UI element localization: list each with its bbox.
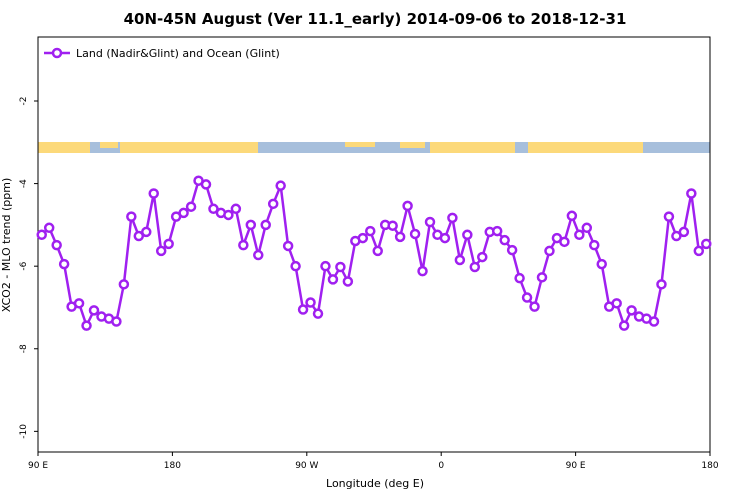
point [611, 298, 622, 309]
point [536, 272, 548, 283]
point [626, 305, 637, 316]
point [499, 234, 510, 246]
y-tick-label: -2 [19, 97, 29, 106]
point [439, 232, 451, 244]
y-axis-label: XCO2 - MLO trend (ppm) [0, 178, 13, 313]
point [155, 245, 167, 257]
point [402, 200, 413, 212]
y-tick-label: -4 [19, 179, 29, 188]
point [208, 203, 219, 215]
point [312, 308, 324, 319]
point [663, 211, 675, 222]
point [394, 231, 406, 243]
point [118, 279, 130, 290]
point [238, 239, 249, 251]
point [529, 301, 540, 312]
point [200, 179, 212, 190]
point [305, 297, 316, 308]
point [342, 276, 354, 287]
point [447, 212, 458, 224]
point [656, 279, 667, 290]
point [357, 232, 369, 244]
point [544, 245, 555, 257]
point [477, 251, 488, 263]
point [163, 238, 174, 250]
point [589, 239, 600, 251]
chart-title: 40N-45N August (Ver 11.1_early) 2014-09-… [124, 10, 627, 28]
point [320, 260, 331, 272]
point [133, 230, 145, 242]
point [566, 210, 578, 222]
land-ocean-band [38, 142, 710, 153]
point [58, 258, 70, 270]
point [686, 188, 697, 199]
point [491, 225, 503, 237]
point [521, 292, 533, 303]
point [596, 258, 607, 270]
point [185, 201, 197, 212]
point [574, 229, 585, 241]
point [260, 219, 271, 231]
point [648, 316, 660, 327]
point [111, 316, 122, 327]
point [469, 261, 481, 273]
point [417, 265, 428, 277]
point [88, 305, 100, 316]
point [51, 239, 62, 251]
point [223, 209, 234, 221]
point [671, 230, 682, 242]
point [678, 226, 690, 238]
point [559, 236, 570, 248]
point [297, 304, 309, 315]
legend-marker [51, 47, 63, 59]
point [73, 298, 85, 309]
point [372, 245, 383, 257]
point [126, 211, 137, 222]
point [454, 254, 466, 266]
x-tick-label: 90 E [28, 461, 48, 471]
point [141, 226, 152, 238]
point [409, 228, 421, 240]
x-tick-label: 90 E [566, 461, 586, 471]
point [245, 219, 257, 231]
legend-label: Land (Nadir&Glint) and Ocean (Glint) [76, 47, 280, 60]
y-tick-label: -10 [19, 424, 29, 439]
point [178, 207, 189, 219]
point [267, 198, 279, 210]
point [282, 240, 294, 252]
point [581, 222, 593, 234]
point [387, 220, 398, 231]
point [506, 244, 518, 256]
point [701, 238, 712, 250]
x-axis-label: Longitude (deg E) [326, 477, 424, 490]
point [290, 260, 301, 272]
point [36, 229, 47, 241]
point [618, 320, 630, 331]
point [365, 225, 376, 237]
point [514, 272, 525, 284]
point [230, 203, 242, 215]
point [335, 261, 346, 273]
point [424, 216, 436, 228]
point [148, 188, 159, 199]
point [43, 222, 55, 234]
point [275, 180, 286, 191]
y-tick-label: -8 [19, 344, 29, 353]
x-tick-label: 180 [164, 461, 181, 471]
point [327, 274, 339, 285]
point [253, 249, 264, 261]
legend: Land (Nadir&Glint) and Ocean (Glint) [44, 47, 280, 60]
y-tick-label: -6 [19, 261, 29, 270]
x-tick-label: 90 W [295, 461, 318, 471]
x-tick-label: 180 [701, 461, 718, 471]
x-tick-label: 0 [438, 461, 444, 471]
point [81, 320, 92, 331]
point [462, 229, 473, 241]
point [693, 245, 705, 257]
